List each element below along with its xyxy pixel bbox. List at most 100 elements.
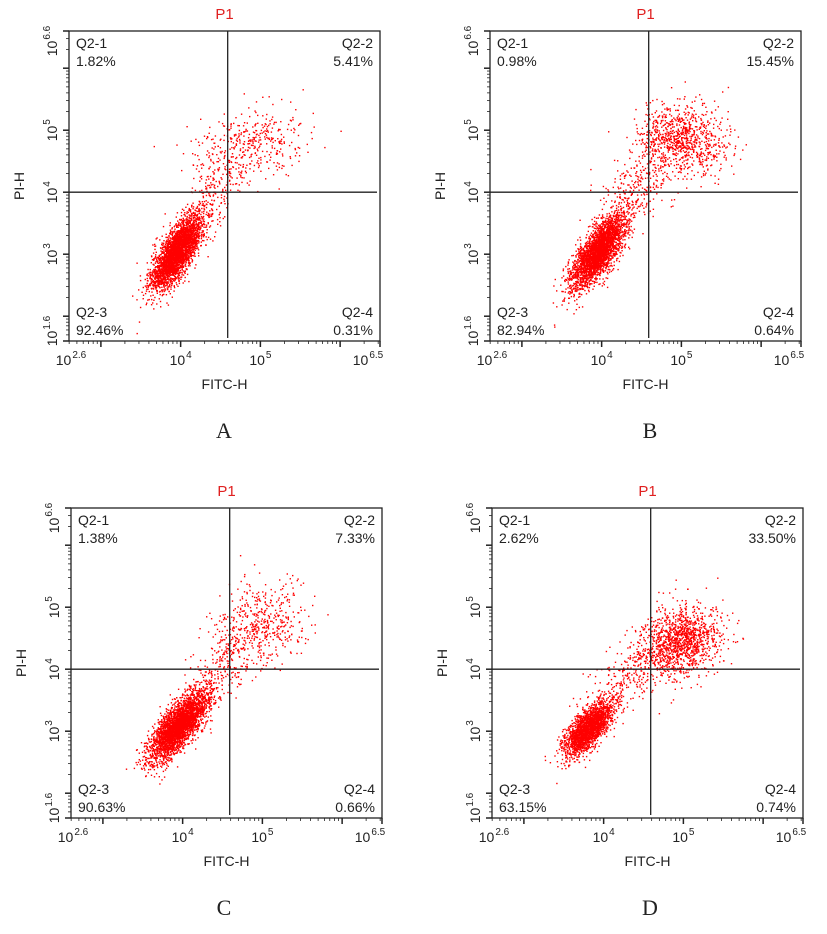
scatter-point — [178, 274, 179, 275]
scatter-point — [187, 227, 188, 228]
scatter-point — [206, 212, 207, 213]
scatter-point — [151, 283, 152, 284]
scatter-point — [225, 190, 226, 191]
scatter-point — [188, 255, 189, 256]
scatter-point — [197, 247, 198, 248]
scatter-point — [155, 276, 156, 277]
scatter-point — [295, 155, 296, 156]
scatter-point — [211, 214, 212, 215]
scatter-point — [176, 233, 177, 234]
scatter-point — [164, 255, 165, 256]
scatter-point — [589, 236, 590, 237]
scatter-point — [164, 288, 165, 289]
scatter-point — [197, 206, 198, 207]
scatter-point — [254, 165, 255, 166]
scatter-point — [212, 214, 213, 215]
scatter-point — [154, 278, 155, 279]
scatter-point — [281, 141, 282, 142]
scatter-point — [166, 294, 167, 295]
scatter-point — [553, 285, 554, 286]
scatter-point — [210, 182, 211, 183]
scatter-point — [162, 256, 163, 257]
scatter-point — [243, 143, 244, 144]
scatter-point — [614, 219, 615, 220]
scatter-point — [624, 223, 625, 224]
scatter-point — [178, 227, 179, 228]
scatter-point — [179, 283, 180, 284]
scatter-point — [203, 240, 204, 241]
scatter-point — [200, 235, 201, 236]
scatter-point — [183, 266, 184, 267]
scatter-point — [172, 239, 173, 240]
scatter-point — [196, 223, 197, 224]
scatter-point — [277, 150, 278, 151]
scatter-point — [246, 165, 247, 166]
scatter-point — [224, 203, 225, 204]
scatter-point — [196, 248, 197, 249]
scatter-point — [195, 154, 196, 155]
scatter-point — [554, 324, 555, 325]
scatter-point — [163, 249, 164, 250]
scatter-point — [258, 163, 259, 164]
scatter-point — [207, 229, 208, 230]
scatter-point — [183, 153, 184, 154]
scatter-point — [307, 144, 308, 145]
scatter-point — [190, 231, 191, 232]
scatter-point — [146, 303, 147, 304]
scatter-point — [224, 156, 225, 157]
scatter-point — [239, 184, 240, 185]
scatter-point — [169, 261, 170, 262]
scatter-point — [266, 151, 267, 152]
scatter-point — [270, 140, 271, 141]
scatter-point — [272, 138, 273, 139]
scatter-point — [173, 242, 174, 243]
scatter-point — [594, 278, 595, 279]
scatter-point — [272, 104, 273, 105]
scatter-point — [172, 272, 173, 273]
scatter-point — [184, 273, 185, 274]
scatter-point — [299, 155, 300, 156]
scatter-point — [220, 147, 221, 148]
scatter-point — [187, 241, 188, 242]
scatter-point — [282, 153, 283, 154]
scatter-point — [174, 286, 175, 287]
scatter-point — [158, 258, 159, 259]
scatter-point — [215, 193, 216, 194]
scatter-point — [179, 268, 180, 269]
scatter-point — [288, 175, 289, 176]
scatter-point — [265, 138, 266, 139]
scatter-point — [269, 120, 270, 121]
scatter-point — [155, 274, 156, 275]
scatter-point — [216, 154, 217, 155]
scatter-point — [159, 281, 160, 282]
scatter-point — [282, 165, 283, 166]
scatter-point — [176, 257, 177, 258]
scatter-point — [160, 301, 161, 302]
scatter-point — [202, 240, 203, 241]
scatter-point — [221, 194, 222, 195]
scatter-point — [224, 196, 225, 197]
scatter-point — [183, 260, 184, 261]
scatter-point — [217, 146, 218, 147]
scatter-point — [167, 263, 168, 264]
quadrant-percentage: 0.31% — [333, 322, 373, 338]
scatter-point — [193, 224, 194, 225]
scatter-point — [173, 255, 174, 256]
scatter-point — [196, 242, 197, 243]
scatter-point — [206, 200, 207, 201]
scatter-point — [257, 149, 258, 150]
scatter-point — [206, 236, 207, 237]
scatter-point — [189, 220, 190, 221]
scatter-point — [201, 238, 202, 239]
scatter-point — [224, 113, 225, 114]
scatter-point — [233, 123, 234, 124]
scatter-point — [208, 157, 209, 158]
scatter-point — [196, 244, 197, 245]
scatter-point — [229, 171, 230, 172]
scatter-point — [194, 243, 195, 244]
scatter-point — [146, 304, 147, 305]
scatter-point — [160, 247, 161, 248]
scatter-point — [199, 204, 200, 205]
scatter-point — [165, 237, 166, 238]
scatter-point — [236, 140, 237, 141]
